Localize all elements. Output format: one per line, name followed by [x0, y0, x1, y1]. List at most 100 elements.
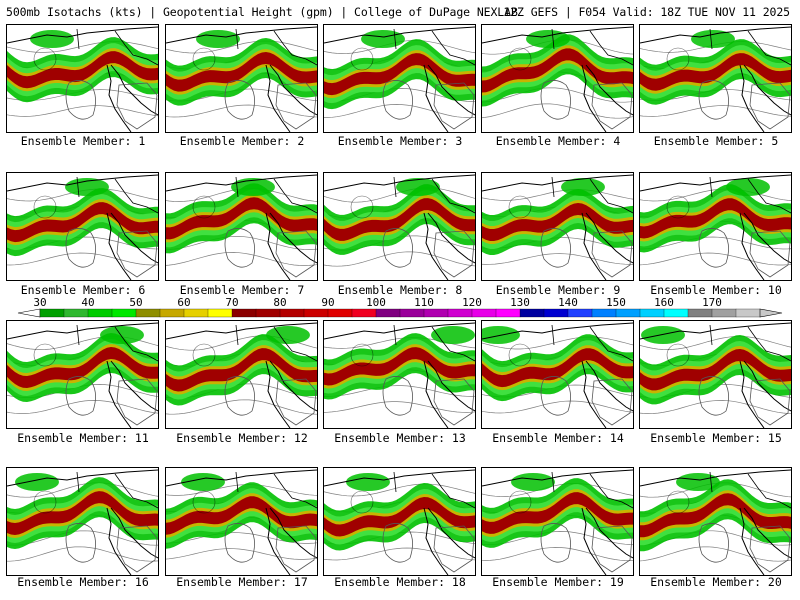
colorbar-tick-label: 30 — [33, 296, 46, 309]
ensemble-map-panel — [165, 24, 318, 133]
title-right: 12Z GEFS | F054 Valid: 18Z TUE NOV 11 20… — [503, 5, 790, 19]
ensemble-member-label: Ensemble Member: 9 — [495, 283, 621, 297]
coastline — [540, 376, 571, 416]
coastline — [324, 322, 475, 428]
colorbar-tick-label: 120 — [462, 296, 482, 309]
ensemble-map-panel — [165, 172, 318, 281]
ensemble-member-label: Ensemble Member: 18 — [334, 575, 466, 589]
isotach-band — [100, 326, 144, 344]
colorbar-swatch — [63, 308, 89, 318]
isotach-band — [676, 473, 720, 491]
coastline — [591, 525, 633, 573]
political-border — [235, 324, 317, 362]
jet-stream-map — [640, 26, 791, 132]
isotach-band — [640, 493, 791, 538]
height-contour — [508, 490, 532, 514]
height-contour — [482, 400, 633, 414]
coastline — [540, 523, 571, 563]
ensemble-member-label: Ensemble Member: 3 — [337, 134, 463, 148]
coastline — [698, 376, 729, 416]
political-border — [551, 324, 633, 362]
height-contour — [7, 41, 158, 53]
ensemble-map-panel — [6, 467, 159, 576]
isotach-band — [482, 48, 633, 93]
political-border — [551, 28, 633, 66]
coastline — [698, 523, 729, 563]
colorbar-swatch — [183, 308, 209, 318]
jet-stream-map — [7, 174, 158, 280]
height-contour — [166, 532, 317, 544]
jet-stream-map — [166, 469, 317, 575]
coastline — [749, 230, 791, 278]
isotach-band — [726, 178, 770, 196]
height-contour — [482, 531, 633, 545]
coastline — [116, 525, 158, 573]
coastline — [640, 469, 791, 575]
coastline — [275, 230, 317, 278]
ensemble-member-label: Ensemble Member: 17 — [176, 575, 308, 589]
jet-stream-map — [166, 26, 317, 132]
colorbar-swatch — [399, 308, 425, 318]
political-border — [76, 471, 158, 509]
coastline — [65, 228, 96, 268]
jet-stream-map — [482, 322, 633, 428]
isotach-band — [324, 497, 475, 537]
colorbar-swatch — [567, 308, 593, 318]
height-contour — [7, 546, 158, 562]
height-contour — [640, 336, 791, 350]
jet-stream-map — [482, 174, 633, 280]
colorbar-swatch — [159, 308, 185, 318]
ensemble-map-panel — [639, 320, 792, 429]
colorbar-swatch — [255, 308, 281, 318]
height-contour — [482, 189, 633, 201]
isotach-band — [691, 30, 735, 48]
ensemble-map-panel — [639, 172, 792, 281]
coastline — [116, 82, 158, 130]
ensemble-member-label: Ensemble Member: 4 — [495, 134, 621, 148]
coastline — [591, 378, 633, 426]
isotach-band — [181, 473, 225, 491]
height-contour — [482, 253, 633, 265]
colorbar-tick-label: 70 — [225, 296, 238, 309]
height-contour — [33, 490, 57, 514]
ensemble-map-panel — [165, 320, 318, 429]
height-contour — [508, 195, 532, 219]
coastline — [224, 80, 255, 120]
colorbar-swatch — [135, 308, 161, 318]
ensemble-member-label: Ensemble Member: 11 — [17, 431, 149, 445]
isotach-band — [482, 492, 633, 534]
isotach-band — [231, 178, 275, 196]
political-border — [709, 471, 791, 509]
ensemble-map-panel — [6, 320, 159, 429]
height-contour — [640, 236, 791, 250]
height-contour — [166, 40, 317, 54]
ensemble-map-panel — [481, 172, 634, 281]
colorbar-tick-label: 110 — [414, 296, 434, 309]
ensemble-map-panel — [6, 24, 159, 133]
coastline — [382, 523, 413, 563]
height-contour — [324, 104, 475, 118]
coastline — [433, 378, 475, 426]
height-contour — [7, 400, 158, 414]
colorbar-tick-label: 100 — [366, 296, 386, 309]
colorbar-swatch — [39, 308, 65, 318]
ensemble-member-label: Ensemble Member: 5 — [653, 134, 779, 148]
height-contour — [7, 482, 158, 498]
isotach-band — [324, 50, 475, 99]
coastline — [640, 26, 791, 132]
isotach-band — [561, 178, 605, 196]
ensemble-map-panel — [639, 467, 792, 576]
height-contour — [7, 252, 158, 266]
coastline — [166, 174, 317, 280]
colorbar-swatch — [471, 308, 497, 318]
isotach-band — [266, 326, 310, 344]
height-contour — [324, 187, 475, 203]
ensemble-member-label: Ensemble Member: 2 — [179, 134, 305, 148]
jet-stream-map — [324, 174, 475, 280]
ensemble-member-label: Ensemble Member: 8 — [337, 283, 463, 297]
height-contour — [666, 490, 690, 514]
colorbar-swatch — [351, 308, 377, 318]
isotach-band — [640, 198, 791, 239]
title-bar: 500mb Isotachs (kts) | Geopotential Heig… — [0, 0, 800, 22]
coastline — [166, 469, 317, 575]
